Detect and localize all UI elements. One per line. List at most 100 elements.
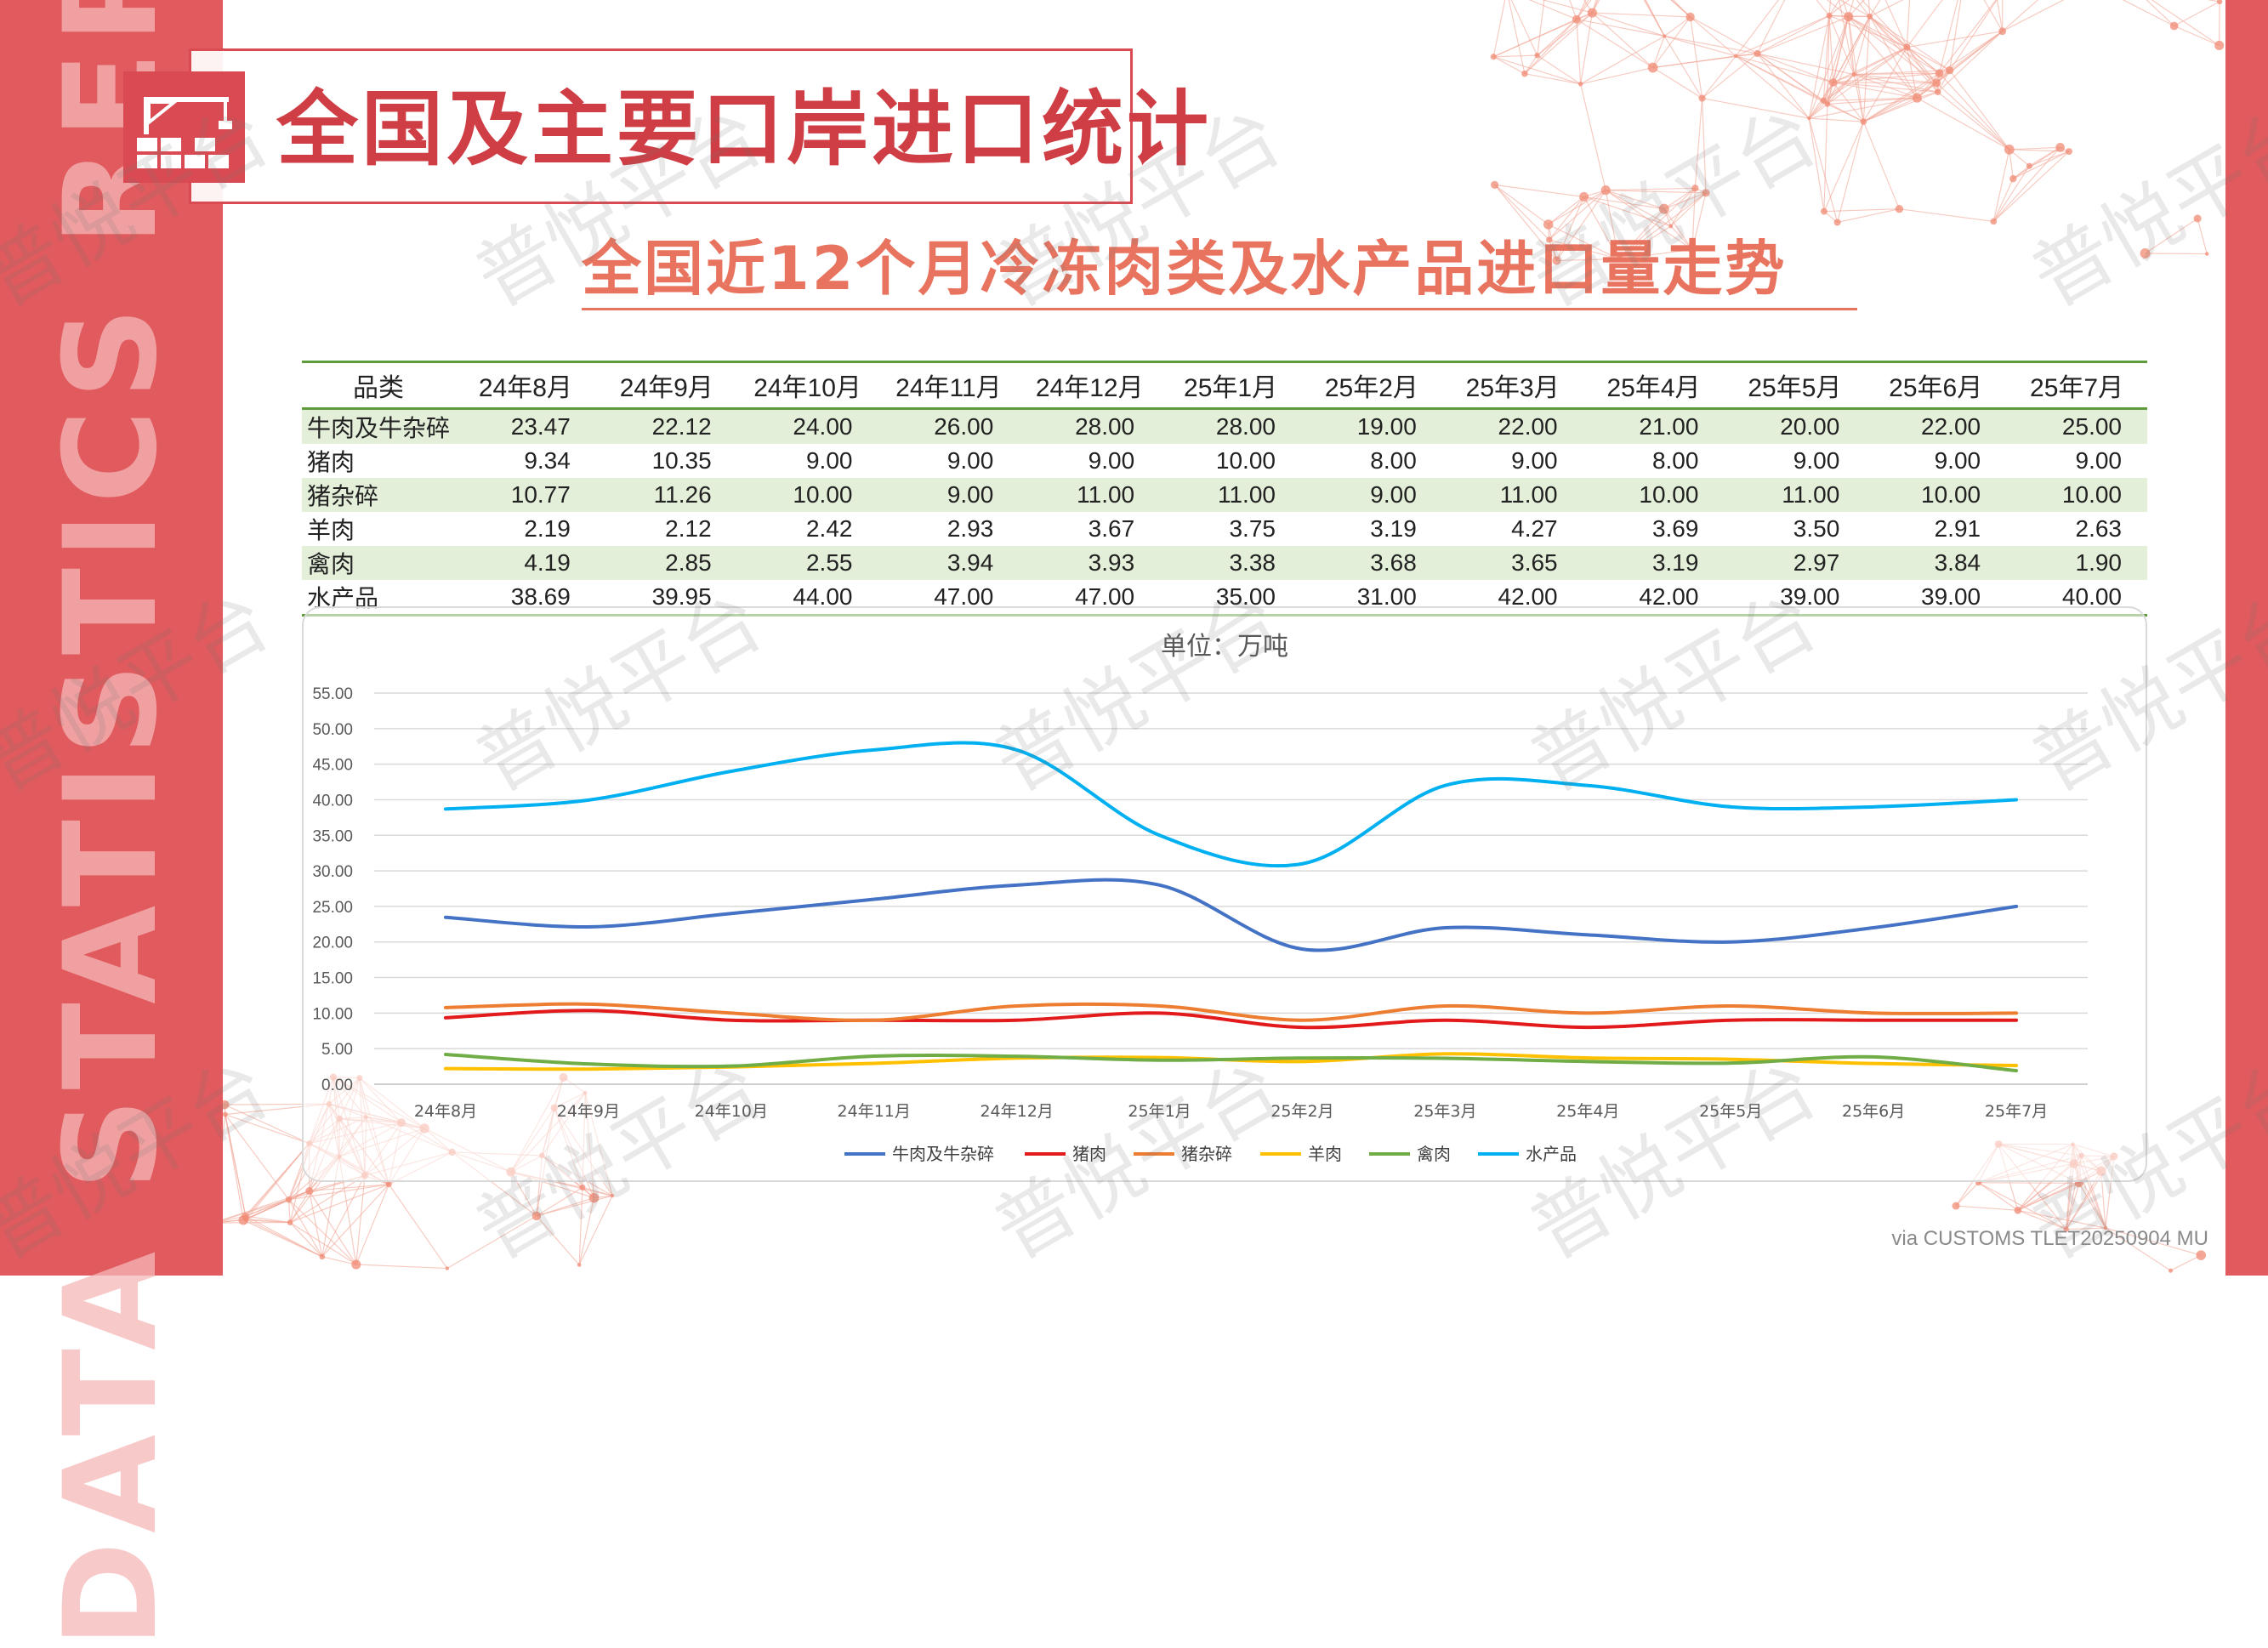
table-cell: 11.00 — [1160, 478, 1301, 512]
x-tick-label: 25年1月 — [1128, 1102, 1191, 1121]
table-row-label: 猪杂碎 — [302, 478, 455, 512]
table-cell: 9.00 — [1865, 444, 2006, 478]
x-tick-label: 25年4月 — [1556, 1102, 1619, 1121]
legend-item: 水产品 — [1478, 1144, 1577, 1164]
y-tick-label: 55.00 — [312, 685, 353, 703]
table-row-label: 牛肉及牛杂碎 — [302, 409, 455, 445]
table-column-header: 25年4月 — [1583, 362, 1725, 409]
table-cell: 3.38 — [1160, 546, 1301, 580]
legend-label: 水产品 — [1526, 1144, 1577, 1164]
table-cell: 26.00 — [878, 409, 1019, 445]
banner-vertical-text: DATA STATISTICS REPORT — [37, 0, 185, 1648]
legend-item: 猪肉 — [1025, 1144, 1106, 1164]
table-cell: 2.55 — [737, 546, 878, 580]
y-tick-label: 10.00 — [312, 1005, 353, 1023]
y-tick-label: 40.00 — [312, 792, 353, 810]
table-header-corner: 品类 — [302, 362, 455, 409]
x-tick-label: 24年10月 — [695, 1102, 768, 1121]
table-column-header: 24年12月 — [1019, 362, 1160, 409]
table-cell: 8.00 — [1583, 444, 1725, 478]
table-column-header: 25年2月 — [1301, 362, 1442, 409]
page-title: 全国及主要口岸进口统计 — [276, 78, 1212, 180]
y-tick-label: 45.00 — [312, 757, 353, 775]
table-cell: 2.97 — [1724, 546, 1865, 580]
table-cell: 2.91 — [1865, 512, 2006, 546]
y-tick-label: 35.00 — [312, 827, 353, 845]
table-cell: 3.19 — [1301, 512, 1442, 546]
x-tick-label: 25年7月 — [1985, 1102, 2048, 1121]
chart-title: 单位：万吨 — [1161, 632, 1288, 662]
table-column-header: 25年7月 — [2006, 362, 2147, 409]
table-cell: 3.93 — [1019, 546, 1160, 580]
table-cell: 4.27 — [1442, 512, 1583, 546]
table-cell: 24.00 — [737, 409, 878, 445]
table-cell: 22.00 — [1865, 409, 2006, 445]
legend-label: 禽肉 — [1417, 1144, 1451, 1164]
table-cell: 9.00 — [2006, 444, 2147, 478]
table-cell: 9.00 — [1724, 444, 1865, 478]
table-cell: 11.00 — [1442, 478, 1583, 512]
table-cell: 1.90 — [2006, 546, 2147, 580]
y-tick-label: 15.00 — [312, 970, 353, 988]
x-tick-label: 24年11月 — [838, 1102, 911, 1121]
legend-item: 牛肉及牛杂碎 — [844, 1144, 994, 1164]
line-chart: 单位：万吨0.005.0010.0015.0020.0025.0030.0035… — [302, 606, 2147, 1182]
table-cell: 3.67 — [1019, 512, 1160, 546]
table-cell: 3.19 — [1583, 546, 1725, 580]
legend-item: 禽肉 — [1369, 1144, 1451, 1164]
table-cell: 21.00 — [1583, 409, 1725, 445]
table-cell: 2.12 — [596, 512, 737, 546]
legend-label: 猪肉 — [1072, 1144, 1106, 1164]
table-column-header: 25年1月 — [1160, 362, 1301, 409]
y-tick-label: 20.00 — [312, 935, 353, 952]
table-cell: 9.34 — [455, 444, 596, 478]
table-cell: 28.00 — [1160, 409, 1301, 445]
table-cell: 3.65 — [1442, 546, 1583, 580]
table-cell: 3.69 — [1583, 512, 1725, 546]
table-cell: 8.00 — [1301, 444, 1442, 478]
table-cell: 22.00 — [1442, 409, 1583, 445]
series-line — [446, 742, 2016, 866]
subtitle-underline — [582, 308, 1857, 310]
y-tick-label: 50.00 — [312, 721, 353, 739]
table-cell: 10.35 — [596, 444, 737, 478]
table-cell: 23.47 — [455, 409, 596, 445]
series-points — [446, 750, 2016, 864]
legend-label: 牛肉及牛杂碎 — [892, 1144, 994, 1164]
network-cluster — [1491, 0, 2224, 265]
table-cell: 2.42 — [737, 512, 878, 546]
table-cell: 9.00 — [1019, 444, 1160, 478]
x-tick-label: 24年9月 — [557, 1102, 620, 1121]
table-cell: 3.75 — [1160, 512, 1301, 546]
x-tick-label: 25年2月 — [1270, 1102, 1333, 1121]
table-cell: 3.68 — [1301, 546, 1442, 580]
table-column-header: 24年11月 — [878, 362, 1019, 409]
table-column-header: 25年5月 — [1724, 362, 1865, 409]
table-column-header: 25年3月 — [1442, 362, 1583, 409]
right-banner — [2225, 0, 2268, 1276]
table-cell: 3.50 — [1724, 512, 1865, 546]
x-tick-label: 25年5月 — [1699, 1102, 1762, 1121]
table-column-header: 24年10月 — [737, 362, 878, 409]
y-tick-label: 25.00 — [312, 899, 353, 917]
y-tick-label: 0.00 — [321, 1077, 353, 1094]
table-cell: 3.84 — [1865, 546, 2006, 580]
table-cell: 10.00 — [1865, 478, 2006, 512]
table-cell: 4.19 — [455, 546, 596, 580]
table-cell: 10.00 — [737, 478, 878, 512]
table-cell: 9.00 — [878, 478, 1019, 512]
source-note: via CUSTOMS TLET20250904 MU — [1891, 1227, 2208, 1251]
legend-label: 猪杂碎 — [1181, 1144, 1232, 1164]
table-cell: 28.00 — [1019, 409, 1160, 445]
table-cell: 2.19 — [455, 512, 596, 546]
table-cell: 10.00 — [1583, 478, 1725, 512]
table-row-label: 羊肉 — [302, 512, 455, 546]
table-cell: 19.00 — [1301, 409, 1442, 445]
series-line — [446, 880, 2016, 951]
